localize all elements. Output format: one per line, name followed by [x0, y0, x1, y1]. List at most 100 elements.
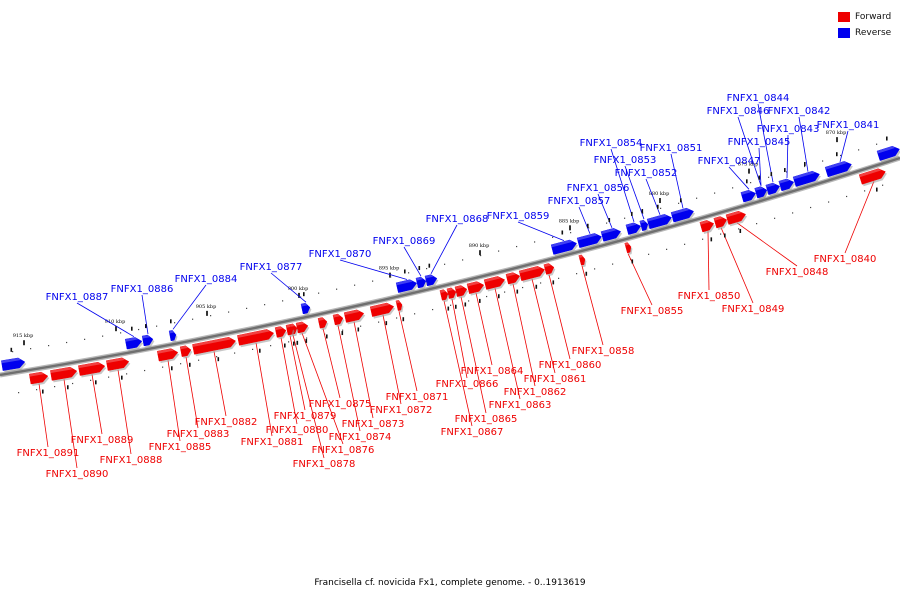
- gene-fnfx1-0864[interactable]: [466, 281, 486, 296]
- gene-fnfx1-0891[interactable]: [29, 371, 50, 386]
- gene-label[interactable]: FNFX1_0868: [426, 214, 489, 225]
- gene-fnfx1-0875[interactable]: [317, 317, 329, 331]
- gene-arrow[interactable]: [332, 313, 344, 326]
- gene-fnfx1-0873[interactable]: [343, 309, 366, 325]
- gene-label[interactable]: FNFX1_0863: [489, 400, 552, 411]
- gene-fnfx1-0884[interactable]: [168, 330, 178, 343]
- gene-arrow[interactable]: [415, 276, 427, 289]
- gene-arrow[interactable]: [439, 289, 449, 301]
- gene-label[interactable]: FNFX1_0853: [594, 155, 657, 166]
- gene-label[interactable]: FNFX1_0889: [71, 435, 134, 446]
- gene-label[interactable]: FNFX1_0843: [757, 124, 820, 135]
- gene-arrow[interactable]: [124, 337, 143, 350]
- gene-arrow[interactable]: [646, 214, 672, 230]
- gene-arrow[interactable]: [395, 299, 403, 311]
- gene-arrow[interactable]: [274, 326, 287, 338]
- gene-arrow[interactable]: [78, 361, 106, 376]
- gene-fnfx1-0851[interactable]: [670, 207, 696, 225]
- gene-arrow[interactable]: [505, 272, 521, 285]
- gene-label[interactable]: FNFX1_0885: [149, 442, 212, 453]
- gene-label[interactable]: FNFX1_0873: [342, 419, 405, 430]
- gene-fnfx1-0847[interactable]: [740, 189, 758, 205]
- gene-arrow[interactable]: [713, 216, 728, 229]
- gene-arrow[interactable]: [317, 317, 328, 329]
- gene-label[interactable]: FNFX1_0869: [373, 236, 436, 247]
- gene-arrow[interactable]: [725, 210, 746, 225]
- gene-arrow[interactable]: [192, 336, 236, 355]
- gene-label[interactable]: FNFX1_0856: [567, 183, 630, 194]
- gene-fnfx1-0887[interactable]: [124, 337, 144, 352]
- gene-label[interactable]: FNFX1_0847: [698, 156, 761, 167]
- gene-arrow[interactable]: [424, 274, 438, 287]
- gene-label[interactable]: FNFX1_0879: [274, 411, 337, 422]
- gene-fnfx1-0869[interactable]: [415, 276, 428, 290]
- gene-fnfx1-0857[interactable]: [576, 233, 604, 250]
- gene-fnfx1-0861[interactable]: [518, 266, 547, 283]
- gene-label[interactable]: FNFX1_0850: [678, 291, 741, 302]
- gene-arrow[interactable]: [454, 285, 468, 297]
- gene-label[interactable]: FNFX1_0870: [309, 249, 372, 260]
- gene-arrow[interactable]: [141, 334, 154, 347]
- gene-arrow[interactable]: [395, 279, 418, 293]
- gene-fnfx1-0874[interactable]: [332, 313, 345, 327]
- gene-fnfx1-0863[interactable]: [483, 276, 507, 292]
- gene-label[interactable]: FNFX1_0852: [615, 168, 678, 179]
- gene-fnfx1-0871[interactable]: [395, 299, 404, 313]
- gene-arrow[interactable]: [754, 186, 768, 199]
- gene-label[interactable]: FNFX1_0849: [722, 304, 785, 315]
- gene-label[interactable]: FNFX1_0874: [329, 432, 392, 443]
- gene-arrow[interactable]: [518, 266, 545, 282]
- gene-fnfx1-0855[interactable]: [624, 242, 633, 255]
- gene-fnfx1-0841[interactable]: [824, 161, 853, 179]
- gene-label[interactable]: FNFX1_0884: [175, 274, 238, 285]
- gene-arrow[interactable]: [550, 239, 577, 255]
- gene-label[interactable]: FNFX1_0872: [370, 405, 433, 416]
- gene-fnfx1-0858[interactable]: [578, 254, 587, 268]
- gene-label[interactable]: FNFX1_0844: [727, 93, 790, 104]
- gene-label[interactable]: FNFX1_0888: [100, 455, 163, 466]
- gene-fnfx1-0867[interactable]: [439, 289, 450, 303]
- gene-label[interactable]: FNFX1_0887: [46, 292, 109, 303]
- gene-arrow[interactable]: [466, 281, 485, 294]
- gene-label[interactable]: FNFX1_0862: [504, 387, 567, 398]
- gene-fnfx1-0854[interactable]: [625, 222, 643, 237]
- gene-fnfx1-0842[interactable]: [792, 170, 821, 189]
- gene-fnfx1-0840[interactable]: [858, 168, 887, 187]
- gene-fnfx1-0868[interactable]: [424, 274, 439, 288]
- gene-label[interactable]: FNFX1_0883: [167, 429, 230, 440]
- gene-fnfx1-0890[interactable]: [50, 366, 79, 383]
- gene-arrow[interactable]: [670, 207, 694, 223]
- gene-label[interactable]: FNFX1_0841: [817, 120, 880, 131]
- gene-label[interactable]: FNFX1_0855: [621, 306, 684, 317]
- gene-fnfx1-0881[interactable]: [237, 329, 276, 348]
- gene-arrow[interactable]: [343, 309, 365, 323]
- gene-fnfx1-extra[interactable]: [876, 145, 900, 163]
- gene-arrow[interactable]: [168, 330, 177, 342]
- gene-fnfx1-0872[interactable]: [369, 302, 396, 319]
- gene-arrow[interactable]: [578, 254, 586, 266]
- gene-label[interactable]: FNFX1_0881: [241, 437, 304, 448]
- gene-label[interactable]: FNFX1_0890: [46, 469, 109, 480]
- gene-arrow[interactable]: [369, 302, 395, 317]
- gene-fnfx1-0865[interactable]: [454, 285, 469, 299]
- gene-label[interactable]: FNFX1_0851: [640, 143, 703, 154]
- gene-fnfx1-0848[interactable]: [725, 210, 748, 227]
- gene-label[interactable]: FNFX1_0878: [293, 459, 356, 470]
- gene-label[interactable]: FNFX1_0891: [17, 448, 80, 459]
- gene-label[interactable]: FNFX1_0842: [768, 106, 831, 117]
- gene-fnfx1-0856[interactable]: [600, 228, 623, 244]
- gene-fnfx1-0888[interactable]: [105, 357, 131, 373]
- gene-arrow[interactable]: [876, 145, 900, 161]
- gene-arrow[interactable]: [29, 371, 49, 385]
- gene-arrow[interactable]: [50, 366, 78, 381]
- gene-arrow[interactable]: [543, 263, 555, 275]
- gene-arrow[interactable]: [576, 233, 602, 248]
- gene-label[interactable]: FNFX1_0880: [266, 425, 329, 436]
- gene-arrow[interactable]: [765, 182, 781, 196]
- gene-label[interactable]: FNFX1_0861: [524, 374, 587, 385]
- gene-fnfx1-0886[interactable]: [141, 334, 155, 348]
- gene-arrow[interactable]: [740, 189, 757, 203]
- gene-fnfx1-0882[interactable]: [192, 336, 238, 357]
- gene-arrow[interactable]: [1, 357, 26, 371]
- gene-label[interactable]: FNFX1_0871: [386, 392, 449, 403]
